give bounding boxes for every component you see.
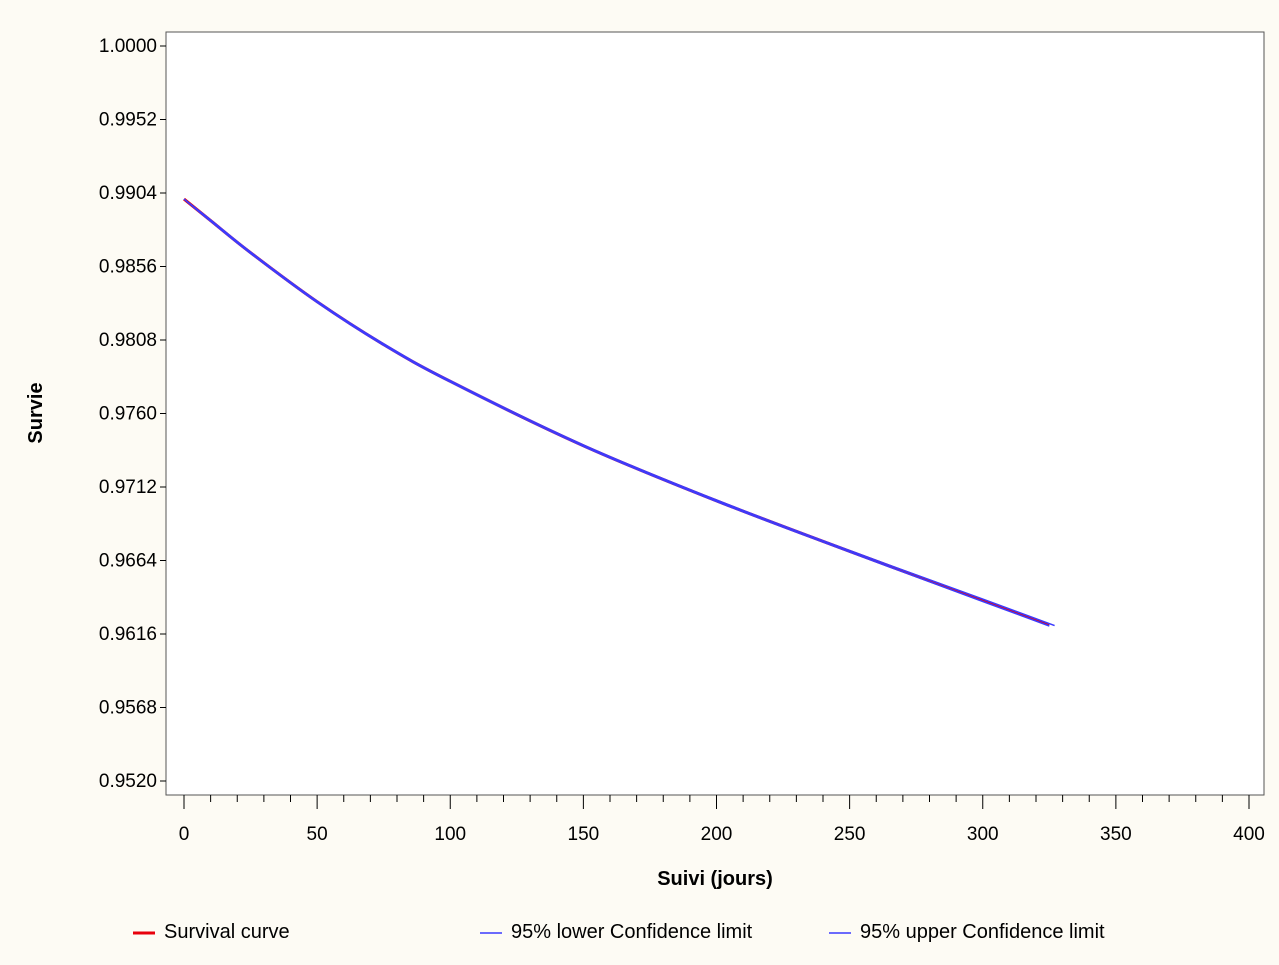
legend-label-1: Survival curve	[164, 921, 290, 943]
x-tick-label: 300	[967, 824, 999, 845]
x-tick-label: 150	[568, 824, 600, 845]
x-tick-label: 0	[179, 824, 190, 845]
y-axis-title: Survie	[25, 382, 47, 443]
y-axis: 0.9520 0.9568 0.9616 0.9664 0.9712 0.9760 0.98…	[99, 36, 166, 792]
legend: Survival curve 95% lower Confidence limit…	[133, 921, 1105, 943]
x-tick-label: 200	[701, 824, 733, 845]
y-tick-label: 0.9808	[99, 330, 157, 351]
y-tick-label: 0.9616	[99, 624, 157, 645]
y-tick-label: 0.9760	[99, 404, 157, 425]
y-tick-label: 0.9664	[99, 551, 158, 572]
x-tick-label: 50	[307, 824, 328, 845]
x-tick-label: 100	[434, 824, 466, 845]
series-layer	[183, 197, 1055, 627]
x-tick-label: 350	[1100, 824, 1132, 845]
series-line-2	[183, 198, 1050, 627]
y-tick-label: 0.9520	[99, 771, 157, 792]
y-tick-label: 0.9712	[99, 477, 157, 498]
y-tick-label: 0.9568	[99, 698, 157, 719]
y-tick-label: 0.9856	[99, 257, 157, 278]
x-tick-label: 250	[834, 824, 866, 845]
series-line-3	[183, 198, 1055, 627]
x-axis-title: Suivi (jours)	[657, 868, 773, 890]
x-axis: 0 50 100 150 200 250 300 350 400	[179, 795, 1265, 845]
y-tick-label: 0.9952	[99, 110, 157, 131]
legend-label-2: 95% lower Confidence limit	[511, 921, 753, 943]
y-tick-label: 1.0000	[99, 36, 157, 57]
legend-label-3: 95% upper Confidence limit	[860, 921, 1105, 943]
plot-area	[165, 31, 1265, 796]
x-tick-label: 400	[1233, 824, 1265, 845]
y-tick-label: 0.9904	[99, 183, 158, 204]
